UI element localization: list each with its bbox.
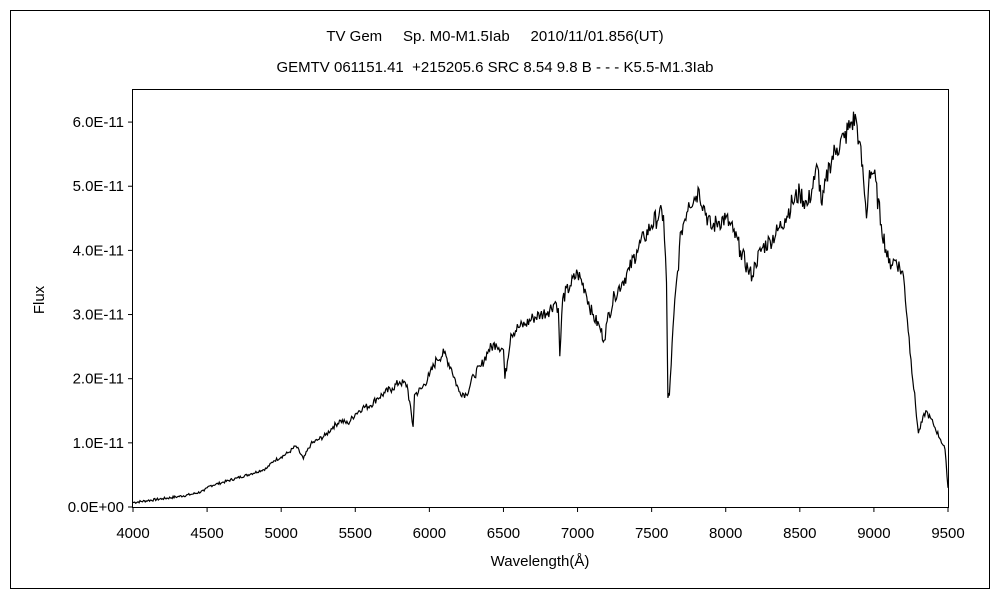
x-tick-label: 7000 (561, 525, 594, 542)
x-axis-label: Wavelength(Å) (491, 553, 590, 570)
y-tick-label: 3.0E-11 (73, 307, 124, 324)
x-tick-label: 7500 (635, 525, 668, 542)
y-tick-label: 1.0E-11 (73, 435, 124, 452)
y-tick-label: 4.0E-11 (73, 242, 124, 259)
x-tick-label: 8000 (709, 525, 742, 542)
x-tick-label: 5000 (264, 525, 297, 542)
x-tick-label: 9000 (857, 525, 890, 542)
x-tick-label: 4000 (116, 525, 149, 542)
y-tick-label: 6.0E-11 (73, 114, 124, 131)
y-tick-label: 0.0E+00 (68, 499, 124, 516)
chart-title: TV Gem Sp. M0-M1.5Iab 2010/11/01.856(UT) (326, 28, 663, 45)
x-tick-label: 9500 (931, 525, 964, 542)
x-tick-label: 5500 (339, 525, 372, 542)
x-tick-label: 8500 (783, 525, 816, 542)
y-axis-label: Flux (31, 285, 48, 314)
x-tick-label: 4500 (190, 525, 223, 542)
spectrum-line (132, 111, 949, 504)
y-tick-label: 2.0E-11 (73, 371, 124, 388)
x-axis-ticks: 4000 4500 5000 5500 6000 6500 7000 7500 8000 8500… (116, 507, 965, 542)
x-tick-label: 6500 (487, 525, 520, 542)
plot-area (132, 89, 949, 508)
chart-subtitle: GEMTV 061151.41 +215205.6 SRC 8.54 9.8 B… (276, 59, 713, 76)
x-tick-label: 6000 (413, 525, 446, 542)
y-tick-label: 5.0E-11 (73, 178, 124, 195)
y-axis-ticks: 0.0E+00 1.0E-11 2.0E-11 3.0E-11 4.0E-11 5.0E-… (68, 114, 133, 516)
